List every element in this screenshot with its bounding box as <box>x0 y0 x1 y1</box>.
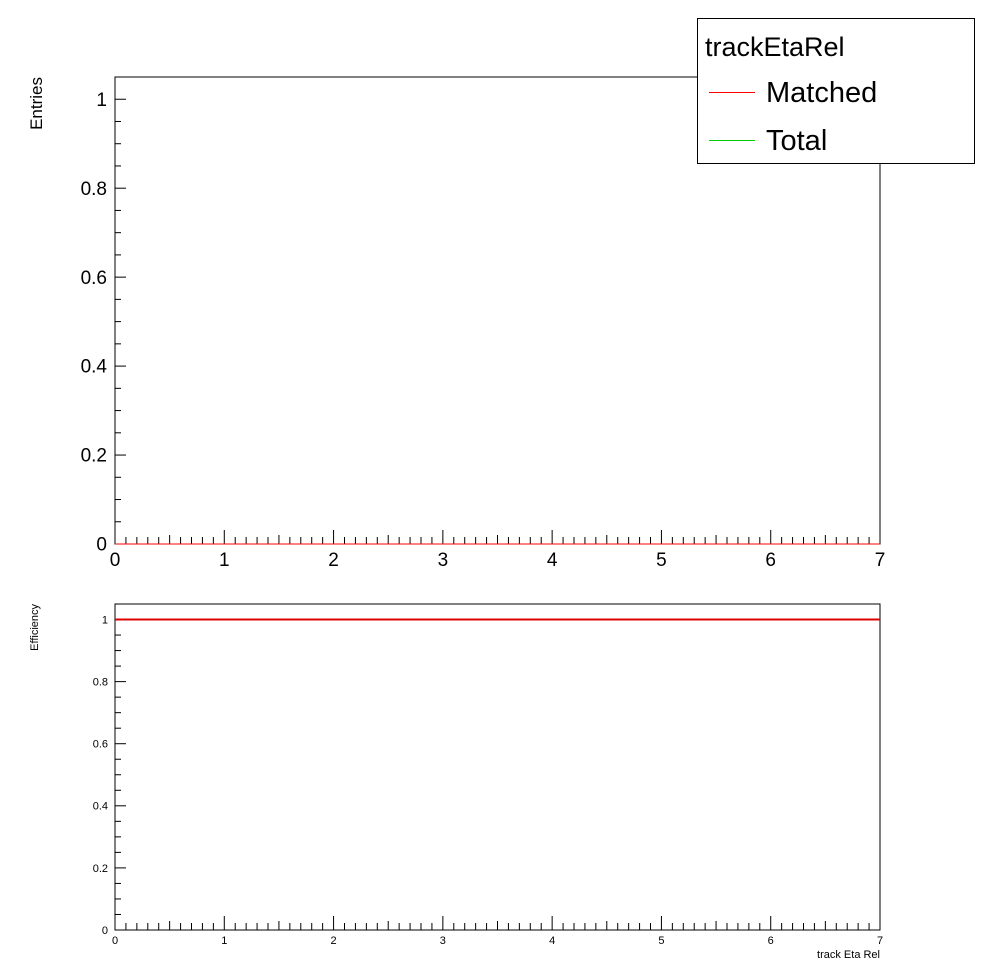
top-y-tick-label: 0.4 <box>81 357 108 378</box>
bottom-axis-ticks <box>114 603 881 931</box>
top-axis-ticks <box>114 76 881 545</box>
top-x-tick-label: 0 <box>110 550 121 571</box>
bottom-y-axis-title: Efficiency <box>29 604 41 651</box>
top-y-tick-labels: 0 0.2 0.4 0.6 0.8 1 <box>81 90 108 556</box>
top-x-tick-label: 7 <box>875 550 886 571</box>
top-y-axis-title: Entries <box>27 77 46 130</box>
bottom-y-tick-labels: 0 0.2 0.4 0.6 0.8 1 <box>93 614 108 936</box>
legend-entry-matched: Matched <box>698 69 974 117</box>
top-y-tick-label: 0.8 <box>81 179 107 200</box>
top-x-tick-label: 2 <box>328 550 339 571</box>
legend-label-matched: Matched <box>766 77 878 109</box>
top-y-tick-label: 0 <box>96 535 107 556</box>
legend: trackEtaRel Matched Total <box>697 18 975 164</box>
top-panel: 0 1 2 3 4 5 6 7 0 0.2 0.4 0.6 0.8 1 Entries <box>27 76 886 571</box>
bottom-y-tick-label: 0.4 <box>93 801 108 813</box>
legend-header: trackEtaRel <box>705 32 845 62</box>
bottom-panel: 0 1 2 3 4 5 6 7 0 0.2 0.4 0.6 0.8 1 track Eta Rel Ef… <box>29 603 883 961</box>
top-x-tick-label: 4 <box>547 550 558 571</box>
bottom-y-tick-label: 0.2 <box>93 863 108 875</box>
bottom-x-axis-title: track Eta Rel <box>817 949 880 961</box>
bottom-x-tick-label: 2 <box>331 935 337 947</box>
bottom-x-tick-label: 5 <box>658 935 664 947</box>
bottom-plot-frame <box>114 603 881 931</box>
top-x-tick-label: 1 <box>219 550 230 571</box>
bottom-y-tick-label: 0.8 <box>93 676 108 688</box>
top-y-tick-label: 0.6 <box>81 268 107 289</box>
legend-label-total: Total <box>766 125 828 157</box>
bottom-x-tick-labels: 0 1 2 3 4 5 6 7 <box>112 935 883 947</box>
top-y-tick-label: 1 <box>96 90 107 111</box>
bottom-y-tick-label: 0.6 <box>93 739 108 751</box>
legend-swatch-total <box>709 140 755 141</box>
bottom-y-tick-label: 1 <box>102 614 108 626</box>
top-x-tick-label: 5 <box>656 550 667 571</box>
bottom-x-tick-label: 6 <box>768 935 774 947</box>
bottom-x-tick-label: 0 <box>112 935 118 947</box>
top-x-tick-labels: 0 1 2 3 4 5 6 7 <box>110 550 886 571</box>
top-x-tick-label: 3 <box>438 550 449 571</box>
legend-swatch-matched <box>709 92 755 93</box>
bottom-x-tick-label: 7 <box>877 935 883 947</box>
bottom-x-tick-label: 4 <box>549 935 555 947</box>
top-y-tick-label: 0.2 <box>81 446 107 467</box>
legend-entry-total: Total <box>698 117 974 165</box>
bottom-x-tick-label: 3 <box>440 935 446 947</box>
top-x-tick-label: 6 <box>765 550 776 571</box>
bottom-x-tick-label: 1 <box>221 935 227 947</box>
bottom-y-tick-label: 0 <box>102 925 108 937</box>
